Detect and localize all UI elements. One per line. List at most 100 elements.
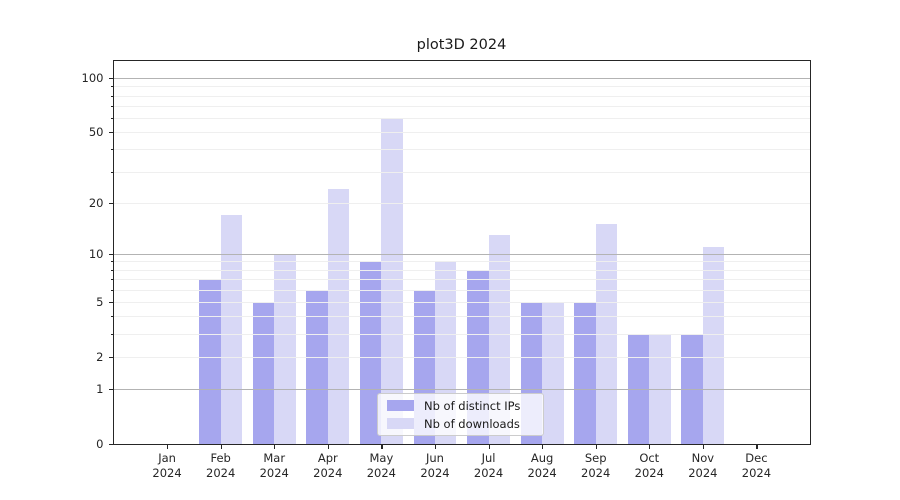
gridline-minor (113, 356, 810, 358)
gridline-minor (113, 289, 810, 291)
x-tick (327, 444, 329, 449)
y-tick (109, 301, 114, 304)
gridline-minor (113, 95, 810, 97)
y-tick-label: 2 (96, 349, 104, 364)
month-label: Apr (317, 451, 338, 465)
month-label: Jul (481, 451, 496, 465)
y-tick-label: 1 (96, 382, 104, 397)
x-tick-label: Dec 2024 (742, 451, 771, 480)
y-minor-tick (111, 289, 114, 291)
y-minor-tick (111, 171, 114, 173)
x-tick-label: Jan 2024 (152, 451, 181, 480)
y-tick-label: 50 (88, 125, 104, 140)
x-tick-label: Jul 2024 (474, 451, 503, 480)
gridline-minor (113, 105, 810, 107)
month-label: Dec (745, 451, 768, 465)
month-label: Feb (210, 451, 231, 465)
gridline-minor (113, 261, 810, 263)
y-tick (109, 78, 114, 80)
gridline-minor (113, 301, 810, 303)
y-tick (109, 389, 114, 391)
year-label: 2024 (313, 465, 343, 480)
bar-downloads-apr (327, 188, 350, 444)
bar-downloads-may (381, 119, 403, 444)
bar-downloads-mar (274, 253, 296, 444)
y-minor-tick (111, 261, 114, 263)
gridline-minor (113, 149, 810, 151)
x-tick (220, 444, 222, 449)
y-tick (109, 253, 114, 256)
year-label: 2024 (206, 465, 236, 480)
year-label: 2024 (741, 465, 772, 480)
year-label: 2024 (688, 465, 718, 480)
x-tick (488, 444, 490, 449)
y-minor-tick (111, 269, 114, 271)
gridline-major (113, 389, 810, 391)
y-tick-label: 20 (88, 195, 104, 210)
year-label: 2024 (473, 465, 504, 480)
x-tick (167, 444, 169, 449)
gridline-minor (113, 334, 810, 336)
month-label: Nov (691, 451, 715, 465)
gridline-minor (113, 171, 810, 173)
y-minor-tick (111, 117, 114, 119)
month-label: Oct (639, 451, 660, 465)
x-tick-label: Nov 2024 (688, 451, 717, 480)
x-tick-label: Aug 2024 (527, 451, 556, 480)
month-label: Sep (584, 451, 607, 465)
gridline-minor (113, 117, 810, 119)
month-label: May (369, 451, 394, 465)
gridline-minor (113, 202, 810, 204)
x-tick (381, 444, 383, 449)
y-tick-label: 100 (81, 71, 104, 85)
y-tick-label: 10 (88, 246, 104, 261)
chart-title: plot3D 2024 (416, 37, 507, 53)
y-minor-tick (111, 279, 114, 281)
gridline-minor (113, 316, 810, 318)
x-tick (756, 444, 758, 449)
y-tick-label: 5 (96, 294, 104, 309)
gridline-minor (113, 279, 810, 281)
gridline-minor (113, 269, 810, 271)
y-minor-tick (111, 95, 114, 97)
x-tick-label: Feb 2024 (206, 451, 235, 480)
bar-downloads-aug (542, 301, 564, 444)
x-tick-label: May 2024 (367, 451, 396, 480)
bar-distinct-ips-may (359, 261, 382, 444)
x-tick (595, 444, 597, 449)
y-tick (109, 356, 114, 359)
x-tick-label: Sep 2024 (581, 451, 610, 480)
x-tick-label: Mar 2024 (260, 451, 289, 480)
x-tick (434, 444, 437, 449)
y-minor-tick (111, 149, 114, 151)
y-tick (109, 132, 114, 134)
gridline-minor (113, 132, 810, 134)
legend-swatch-icon (387, 400, 414, 411)
year-label: 2024 (152, 465, 182, 480)
bar-downloads-feb (220, 214, 243, 444)
x-tick-label: Oct 2024 (635, 451, 664, 480)
legend-item: Nb of downloads (378, 416, 543, 431)
bar-downloads-nov (702, 246, 725, 444)
gridline-major (113, 253, 810, 255)
x-tick (274, 444, 276, 449)
month-label: Jan (158, 451, 176, 465)
legend-item: Nb of distinct IPs (378, 398, 543, 413)
legend: Nb of distinct IPs Nb of downloads (377, 393, 544, 436)
y-minor-tick (111, 316, 114, 318)
x-tick-label: Jun 2024 (420, 451, 449, 480)
year-label: 2024 (634, 465, 664, 480)
y-tick-label: 0 (96, 437, 104, 451)
y-minor-tick (111, 334, 114, 336)
x-tick (702, 444, 705, 449)
year-label: 2024 (366, 465, 397, 480)
month-label: Jun (425, 451, 444, 465)
month-label: Aug (530, 451, 554, 465)
bar-downloads-jul (488, 234, 510, 444)
bar-distinct-ips-apr (306, 289, 328, 444)
y-tick (109, 444, 114, 446)
y-minor-tick (111, 105, 114, 107)
y-minor-tick (111, 86, 114, 88)
legend-label: Nb of downloads (424, 416, 520, 431)
